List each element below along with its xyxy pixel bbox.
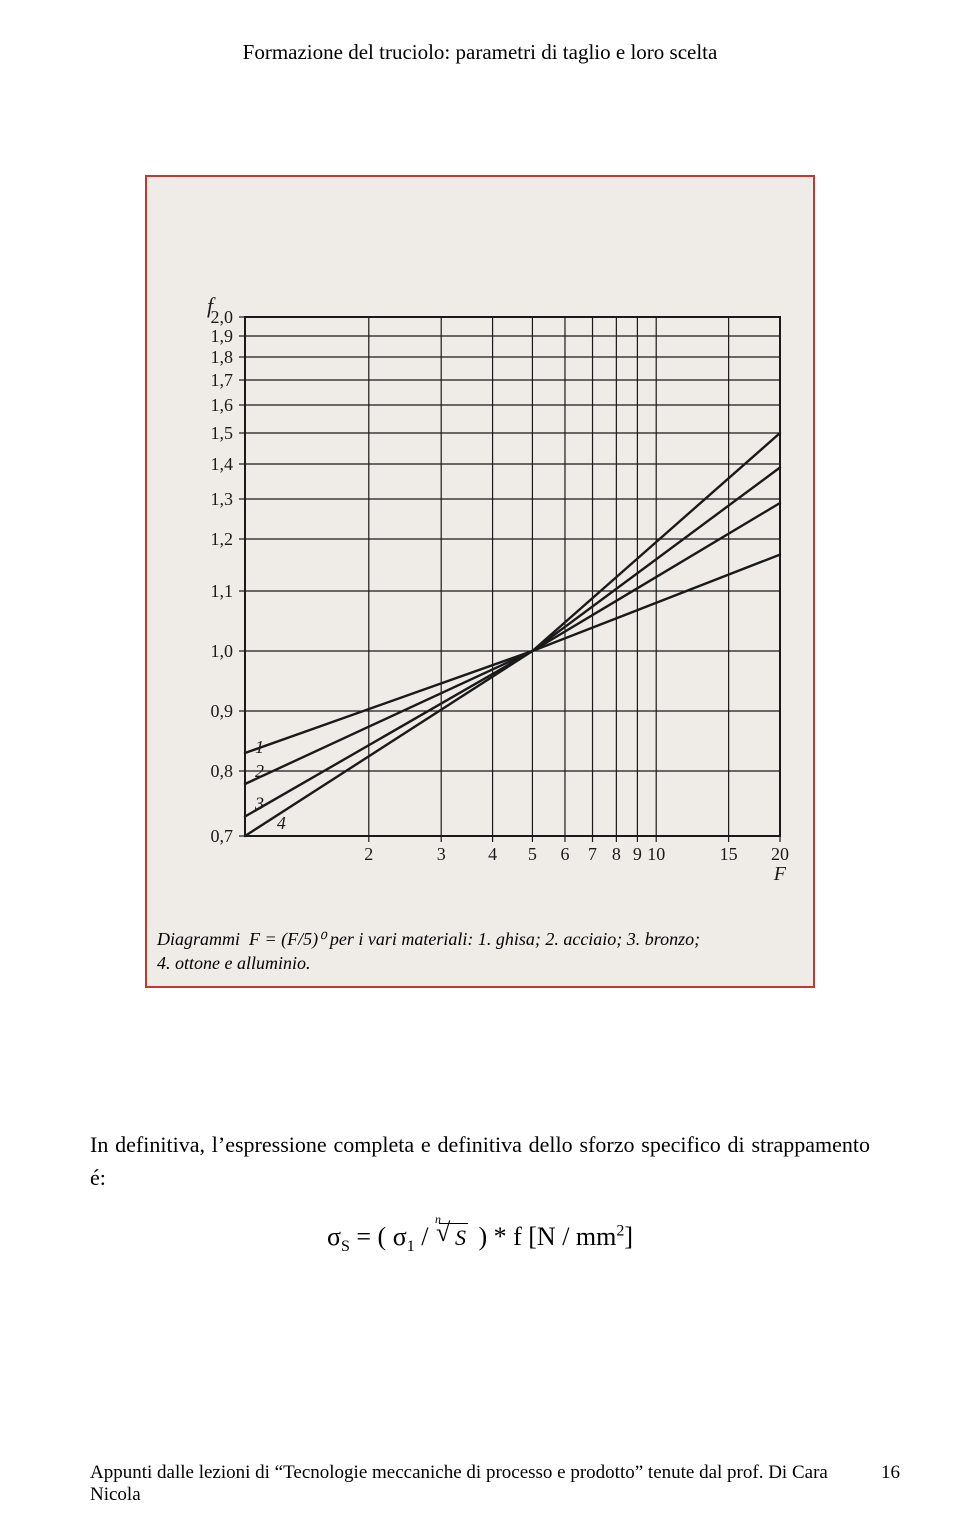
- page: Formazione del truciolo: parametri di ta…: [0, 0, 960, 1528]
- svg-text:4: 4: [277, 813, 286, 833]
- svg-text:0,8: 0,8: [211, 761, 234, 781]
- caption-line-2: 4. ottone e alluminio.: [157, 953, 310, 973]
- svg-text:1,9: 1,9: [211, 326, 234, 346]
- sigma1-sub: 1: [407, 1238, 415, 1255]
- svg-text:8: 8: [612, 844, 621, 864]
- svg-text:1,3: 1,3: [211, 489, 234, 509]
- svg-text:2: 2: [255, 761, 264, 781]
- svg-text:1,6: 1,6: [211, 395, 234, 415]
- chart-wrap: 0,70,80,91,01,11,21,31,41,51,61,71,81,92…: [160, 191, 800, 921]
- sigma-1: σ1: [393, 1222, 415, 1251]
- svg-text:6: 6: [560, 844, 569, 864]
- radicand: S: [453, 1225, 466, 1250]
- unit-close: ]: [624, 1222, 633, 1251]
- svg-text:20: 20: [771, 844, 789, 864]
- chart-svg: 0,70,80,91,01,11,21,31,41,51,61,71,81,92…: [160, 191, 800, 921]
- equals-open: = (: [356, 1222, 392, 1251]
- divide: /: [415, 1222, 435, 1251]
- svg-text:3: 3: [254, 794, 264, 814]
- svg-text:1,5: 1,5: [211, 423, 234, 443]
- footer-text: Appunti dalle lezioni di “Tecnologie mec…: [90, 1462, 881, 1506]
- svg-text:2: 2: [364, 844, 373, 864]
- figure-frame: 0,70,80,91,01,11,21,31,41,51,61,71,81,92…: [145, 175, 815, 988]
- page-number: 16: [881, 1462, 900, 1484]
- svg-text:15: 15: [720, 844, 738, 864]
- svg-text:4: 4: [488, 844, 497, 864]
- formula: σS = ( σ1 / n√S ) * f [N / mm2]: [90, 1222, 870, 1256]
- figure-caption: Diagrammi F = (F/5)⁰ per i vari material…: [157, 927, 803, 976]
- page-footer: Appunti dalle lezioni di “Tecnologie mec…: [90, 1462, 900, 1506]
- svg-text:1,1: 1,1: [211, 581, 234, 601]
- svg-text:3: 3: [437, 844, 446, 864]
- page-header: Formazione del truciolo: parametri di ta…: [90, 40, 870, 65]
- nth-root: n√S: [439, 1223, 468, 1250]
- svg-text:1,2: 1,2: [211, 529, 234, 549]
- svg-text:9: 9: [633, 844, 642, 864]
- svg-text:1,0: 1,0: [211, 641, 234, 661]
- svg-text:5: 5: [528, 844, 537, 864]
- svg-text:1,7: 1,7: [211, 370, 234, 390]
- sigma-s: σS: [327, 1222, 356, 1251]
- sigma-symbol: σ: [327, 1222, 341, 1251]
- sigma-s-sub: S: [341, 1238, 350, 1255]
- svg-text:0,9: 0,9: [211, 701, 234, 721]
- svg-text:10: 10: [647, 844, 665, 864]
- svg-text:1,8: 1,8: [211, 347, 234, 367]
- svg-text:7: 7: [588, 844, 597, 864]
- svg-text:1: 1: [255, 737, 264, 757]
- unit-open: ) * f [N / mm: [472, 1222, 616, 1251]
- caption-line-1: Diagrammi F = (F/5)⁰ per i vari material…: [157, 929, 700, 949]
- body-paragraph: In definitiva, l’espressione completa e …: [90, 1128, 870, 1194]
- svg-text:F: F: [773, 863, 787, 885]
- radical-sign: √: [436, 1220, 450, 1246]
- svg-text:1,4: 1,4: [211, 454, 234, 474]
- svg-text:2,0: 2,0: [211, 307, 234, 327]
- svg-text:0,7: 0,7: [211, 826, 234, 846]
- sigma1-symbol: σ: [393, 1222, 407, 1251]
